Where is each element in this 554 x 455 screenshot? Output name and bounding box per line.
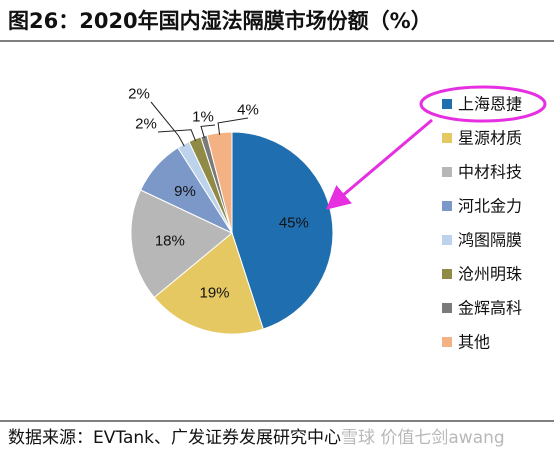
pie-slices (130, 131, 334, 335)
highlight-arrow (325, 118, 433, 210)
legend-label-6: 金辉高科 (458, 299, 522, 318)
leader-line-4 (150, 101, 185, 147)
legend-swatch-5 (442, 269, 452, 279)
highlight-callout (325, 85, 547, 210)
source-text: 数据来源：EVTank、广发证券发展研究中心 (8, 428, 341, 448)
slice-label-3: 9% (174, 183, 196, 200)
slice-label-7: 4% (237, 102, 259, 119)
legend-label-2: 中材科技 (458, 163, 522, 182)
top-rule (0, 40, 554, 42)
pie-chart: 45% 19% 18% 9% 2% 2% 1% 4% 上海恩捷星源材质中材科技河北金力鸿图隔膜… (128, 85, 547, 352)
pie-slice-1 (153, 232, 264, 335)
legend-label-3: 河北金力 (458, 197, 522, 216)
bottom-rule (0, 420, 554, 422)
pie-slice-0 (231, 131, 334, 330)
legend-label-5: 沧州明珠 (458, 265, 522, 284)
legend-swatch-6 (442, 303, 452, 313)
source-note: 数据来源：EVTank、广发证券发展研究中心雪球 价值七剑awang (8, 425, 548, 451)
slice-label-6: 1% (192, 109, 214, 126)
legend-swatch-0 (442, 99, 452, 109)
slice-label-2: 18% (155, 232, 185, 249)
legend-label-0: 上海恩捷 (458, 95, 522, 114)
slice-labels: 45% 19% 18% 9% 2% 2% 1% 4% (128, 86, 309, 302)
slice-label-4: 2% (128, 86, 150, 103)
legend-label-4: 鸿图隔膜 (458, 231, 522, 250)
legend-swatch-4 (442, 235, 452, 245)
watermark-text: 雪球 价值七剑awang (340, 428, 505, 448)
figure-title: 图26：2020年国内湿法隔膜市场份额（%） (8, 9, 432, 33)
leader-line-6 (200, 124, 216, 139)
legend-swatch-3 (442, 201, 452, 211)
pie-slice-2 (130, 189, 233, 299)
legend-label-7: 其他 (458, 333, 490, 352)
legend-label-1: 星源材质 (458, 129, 522, 148)
leader-line-5 (157, 129, 197, 142)
legend-swatch-2 (442, 167, 452, 177)
leader-line-7 (217, 117, 249, 135)
slice-label-0: 45% (279, 215, 309, 232)
highlight-ellipse (419, 85, 547, 123)
legend-swatch-7 (442, 337, 452, 347)
legend-swatch-1 (442, 133, 452, 143)
slice-label-1: 19% (200, 285, 230, 302)
label-leader-lines (150, 101, 249, 147)
slice-label-5: 2% (135, 116, 157, 133)
